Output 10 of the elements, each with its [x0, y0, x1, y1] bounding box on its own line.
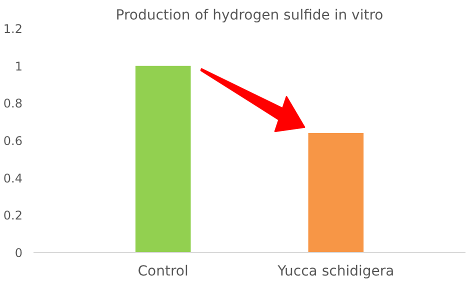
y-tick-label: 0.8: [3, 96, 23, 111]
chart-title: Production of hydrogen sulfide in vitro: [116, 8, 384, 24]
y-tick-label: 1.2: [3, 22, 23, 36]
x-tick-label: Control: [138, 264, 188, 280]
y-tick-label: 0.2: [3, 208, 23, 223]
y-tick-label: 0: [14, 246, 23, 260]
y-tick-label: 0.6: [3, 134, 23, 148]
y-tick-label: 0.4: [3, 171, 23, 186]
x-tick-label: Yucca schidigera: [276, 264, 394, 280]
y-tick-label: 1: [14, 59, 23, 74]
